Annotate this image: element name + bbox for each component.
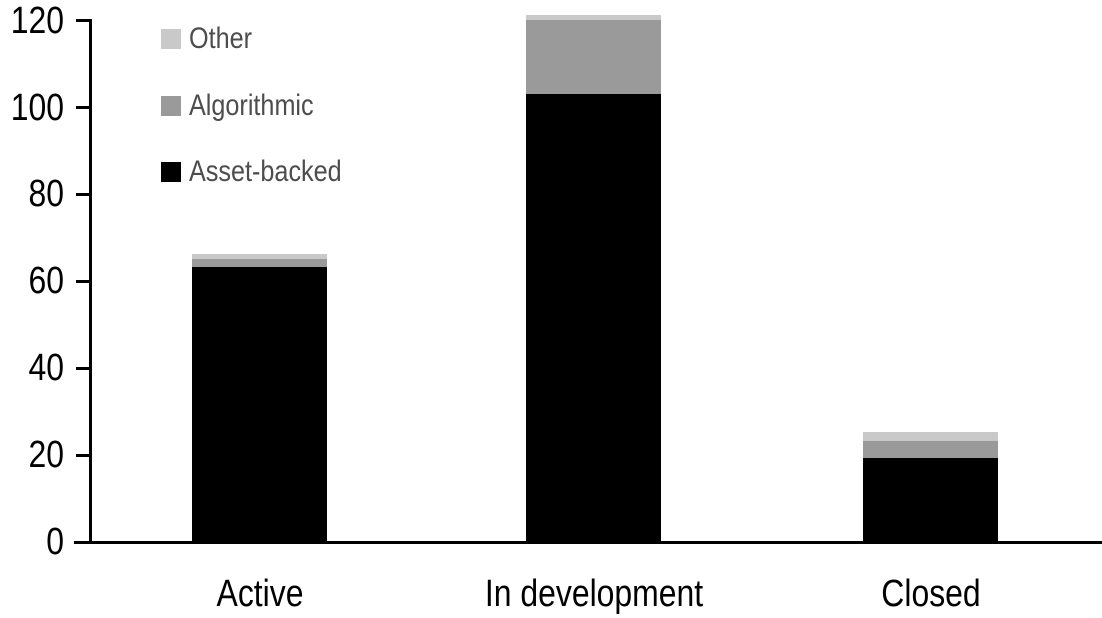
y-tick-mark [76,279,92,283]
y-tick-label: 120 [10,0,64,42]
bar-segment-closed-asset-backed [863,458,998,541]
bar-segment-closed-algorithmic [863,441,998,459]
legend-item-label: Algorithmic [189,89,314,122]
y-tick-mark [76,540,92,544]
bar-segment-in-development-asset-backed [526,93,661,541]
legend-swatch [161,162,181,182]
legend-item-asset-backed: Asset-backed [161,157,371,187]
x-category-label-active: Active [216,573,303,615]
x-axis-line [74,541,1102,544]
y-tick-label: 40 [28,347,64,390]
y-tick-label: 80 [28,173,64,216]
x-category-label-closed: Closed [880,573,981,615]
y-tick-mark [76,453,92,457]
x-category-label-in-development: In development [484,573,703,615]
bar-segment-active-algorithmic [192,258,327,268]
legend-swatch [161,29,181,49]
bar-segment-in-development-other [526,15,661,20]
y-tick-label: 60 [28,260,64,303]
y-tick-label: 0 [46,521,64,563]
y-tick-mark [76,106,92,110]
legend-swatch [161,96,181,116]
y-tick-label: 20 [28,434,64,477]
legend-item-label: Asset-backed [189,155,342,188]
bar-segment-closed-other [863,432,998,442]
y-tick-mark [76,366,92,370]
legend-item-other: Other [161,24,264,54]
bar-segment-active-other [192,254,327,259]
legend-item-label: Other [189,22,253,55]
legend-item-algorithmic: Algorithmic [161,91,337,121]
y-tick-mark [76,19,92,23]
bar-segment-active-asset-backed [192,267,327,541]
y-tick-label: 100 [10,86,64,129]
y-tick-mark [76,192,92,196]
bar-segment-in-development-algorithmic [526,19,661,94]
